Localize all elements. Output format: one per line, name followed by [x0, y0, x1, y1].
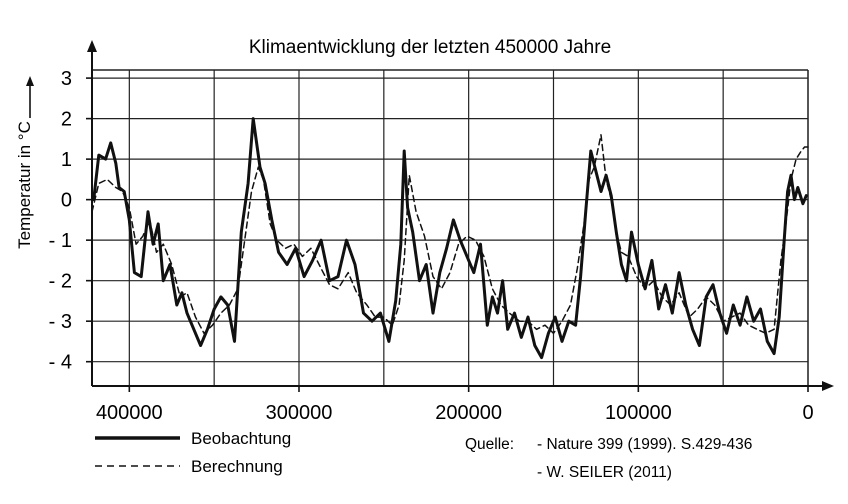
- source-line-2: - W. SEILER (2011): [537, 464, 672, 481]
- source-label: Quelle:: [465, 436, 514, 453]
- data-series: [91, 117, 809, 360]
- y-tick-label: - 1: [49, 230, 72, 252]
- x-tick-label: 0: [802, 402, 813, 424]
- x-tick-label: 400000: [96, 402, 163, 424]
- y-tick-labels: 3 2 1 0 - 1 - 2 - 3 - 4: [49, 68, 72, 374]
- x-tick-labels: 400000 300000 200000 100000 0: [96, 402, 814, 424]
- y-axis-arrow-icon: [26, 76, 34, 118]
- x-tick-label: 100000: [605, 402, 672, 424]
- y-tick-label: 3: [61, 68, 72, 90]
- y-tick-label: 0: [61, 190, 72, 212]
- y-tick-label: 1: [61, 149, 72, 171]
- series-line-berechnung: [91, 134, 809, 335]
- x-axis-arrowhead: [822, 381, 834, 391]
- y-axis-label: Temperatur in °C: [15, 121, 34, 249]
- chart-axes: [86, 40, 834, 392]
- legend-observation-label: Beobachtung: [191, 429, 291, 448]
- y-tick-label: 2: [61, 109, 72, 131]
- y-label-arrow-head: [26, 76, 34, 86]
- y-tick-label: - 4: [49, 352, 72, 374]
- x-tick-label: 200000: [435, 402, 502, 424]
- y-tick-label: - 2: [49, 271, 72, 293]
- source-line-1: - Nature 399 (1999). S.429-436: [537, 436, 752, 453]
- chart-title: Klimaentwicklung der letzten 450000 Jahr…: [249, 37, 611, 58]
- source-note: Quelle: - Nature 399 (1999). S.429-436 -…: [465, 436, 752, 481]
- legend: Beobachtung Berechnung: [95, 429, 291, 476]
- legend-calculation-label: Berechnung: [191, 457, 283, 476]
- chart-grid: [92, 69, 809, 386]
- series-line-beobachtung: [92, 117, 808, 360]
- y-tick-label: - 3: [49, 311, 72, 333]
- y-axis-arrowhead: [87, 40, 97, 52]
- x-tick-label: 300000: [266, 402, 333, 424]
